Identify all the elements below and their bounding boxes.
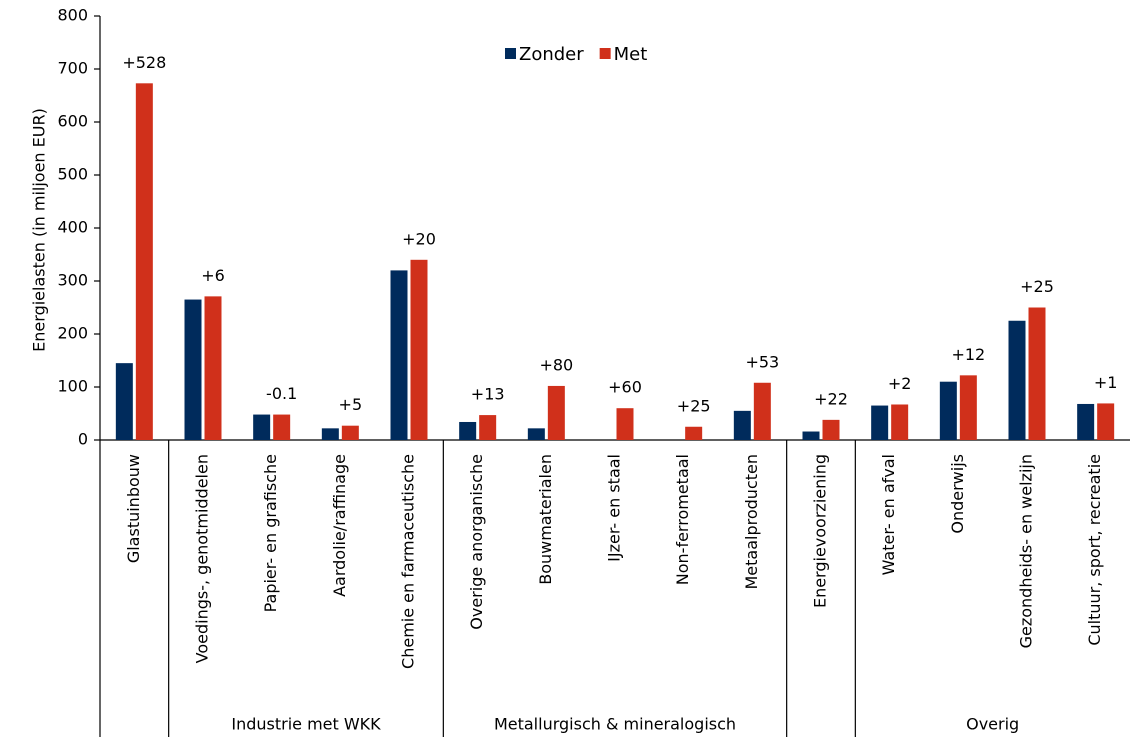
bar	[341, 425, 359, 440]
bar	[959, 375, 977, 440]
difference-label: +6	[201, 266, 225, 285]
difference-label: +2	[888, 374, 912, 393]
x-tick-label: Overige anorganische	[467, 454, 486, 630]
difference-label: +25	[677, 396, 711, 415]
y-tick-label: 0	[78, 430, 88, 449]
bar	[204, 296, 222, 440]
x-tick-label: Chemie en farmaceutische	[399, 454, 418, 669]
x-tick-label: Bouwmaterialen	[536, 454, 555, 585]
difference-label: +60	[608, 378, 642, 397]
x-tick-label: Cultuur, sport, recreatie	[1085, 454, 1104, 646]
difference-label: +528	[122, 53, 166, 72]
bar	[253, 414, 271, 440]
difference-label: +22	[814, 389, 848, 408]
bar	[753, 382, 771, 440]
legend-label: Zonder	[519, 44, 584, 65]
bar	[390, 270, 408, 440]
y-tick-label: 200	[57, 324, 88, 343]
difference-label: +20	[402, 229, 436, 248]
x-tick-label: Aardolie/raffinage	[330, 454, 349, 597]
bar	[871, 405, 889, 440]
x-tick-label: Non-ferrometaal	[673, 454, 692, 585]
difference-label: +12	[951, 345, 985, 364]
bar	[1008, 320, 1026, 440]
y-tick-label: 500	[57, 165, 88, 184]
x-tick-label: Energievoorziening	[811, 454, 830, 608]
y-tick-label: 800	[57, 6, 88, 25]
y-tick-label: 400	[57, 218, 88, 237]
group-label: Industrie met WKK	[231, 715, 381, 734]
difference-label: +5	[339, 395, 363, 414]
bar	[939, 381, 957, 440]
y-tick-label: 600	[57, 112, 88, 131]
difference-label: +53	[745, 352, 779, 371]
bar	[822, 419, 840, 440]
difference-label: +25	[1020, 277, 1054, 296]
bar	[616, 408, 634, 440]
legend-swatch	[505, 48, 516, 59]
bar	[1077, 403, 1095, 440]
y-tick-label: 700	[57, 59, 88, 78]
bar	[115, 363, 133, 440]
bar	[527, 428, 545, 440]
difference-label: +1	[1094, 373, 1118, 392]
difference-label: -0.1	[266, 384, 297, 403]
legend-label: Met	[614, 44, 648, 65]
group-label: Metallurgisch & mineralogisch	[494, 715, 736, 734]
bar	[685, 426, 703, 440]
bar	[802, 431, 820, 440]
y-tick-label: 100	[57, 377, 88, 396]
x-tick-label: IJzer- en staal	[605, 454, 624, 562]
bar	[891, 404, 909, 440]
bar	[547, 385, 565, 440]
difference-label: +80	[539, 355, 573, 374]
legend-swatch	[599, 48, 611, 59]
bar	[321, 428, 339, 440]
x-tick-label: Onderwijs	[948, 454, 967, 534]
bar	[459, 421, 477, 440]
bar	[273, 414, 291, 440]
bar	[184, 299, 202, 440]
bar	[1097, 403, 1115, 440]
x-tick-label: Metaalproducten	[742, 454, 761, 590]
bar	[479, 415, 497, 440]
x-tick-label: Glastuinbouw	[124, 454, 143, 563]
group-label: Overig	[966, 715, 1019, 734]
bar	[135, 83, 153, 440]
bar	[1028, 307, 1046, 440]
x-tick-label: Voedings-, genotmiddelen	[193, 454, 212, 663]
x-tick-label: Water- en afval	[879, 454, 898, 575]
difference-label: +13	[471, 385, 505, 404]
y-axis-label: Energielasten (in miljoen EUR)	[30, 108, 49, 352]
x-tick-label: Gezondheids- en welzijn	[1017, 454, 1036, 648]
bar	[410, 259, 428, 440]
y-tick-label: 300	[57, 271, 88, 290]
bar	[733, 410, 751, 440]
x-tick-label: Papier- en grafische	[261, 454, 280, 612]
